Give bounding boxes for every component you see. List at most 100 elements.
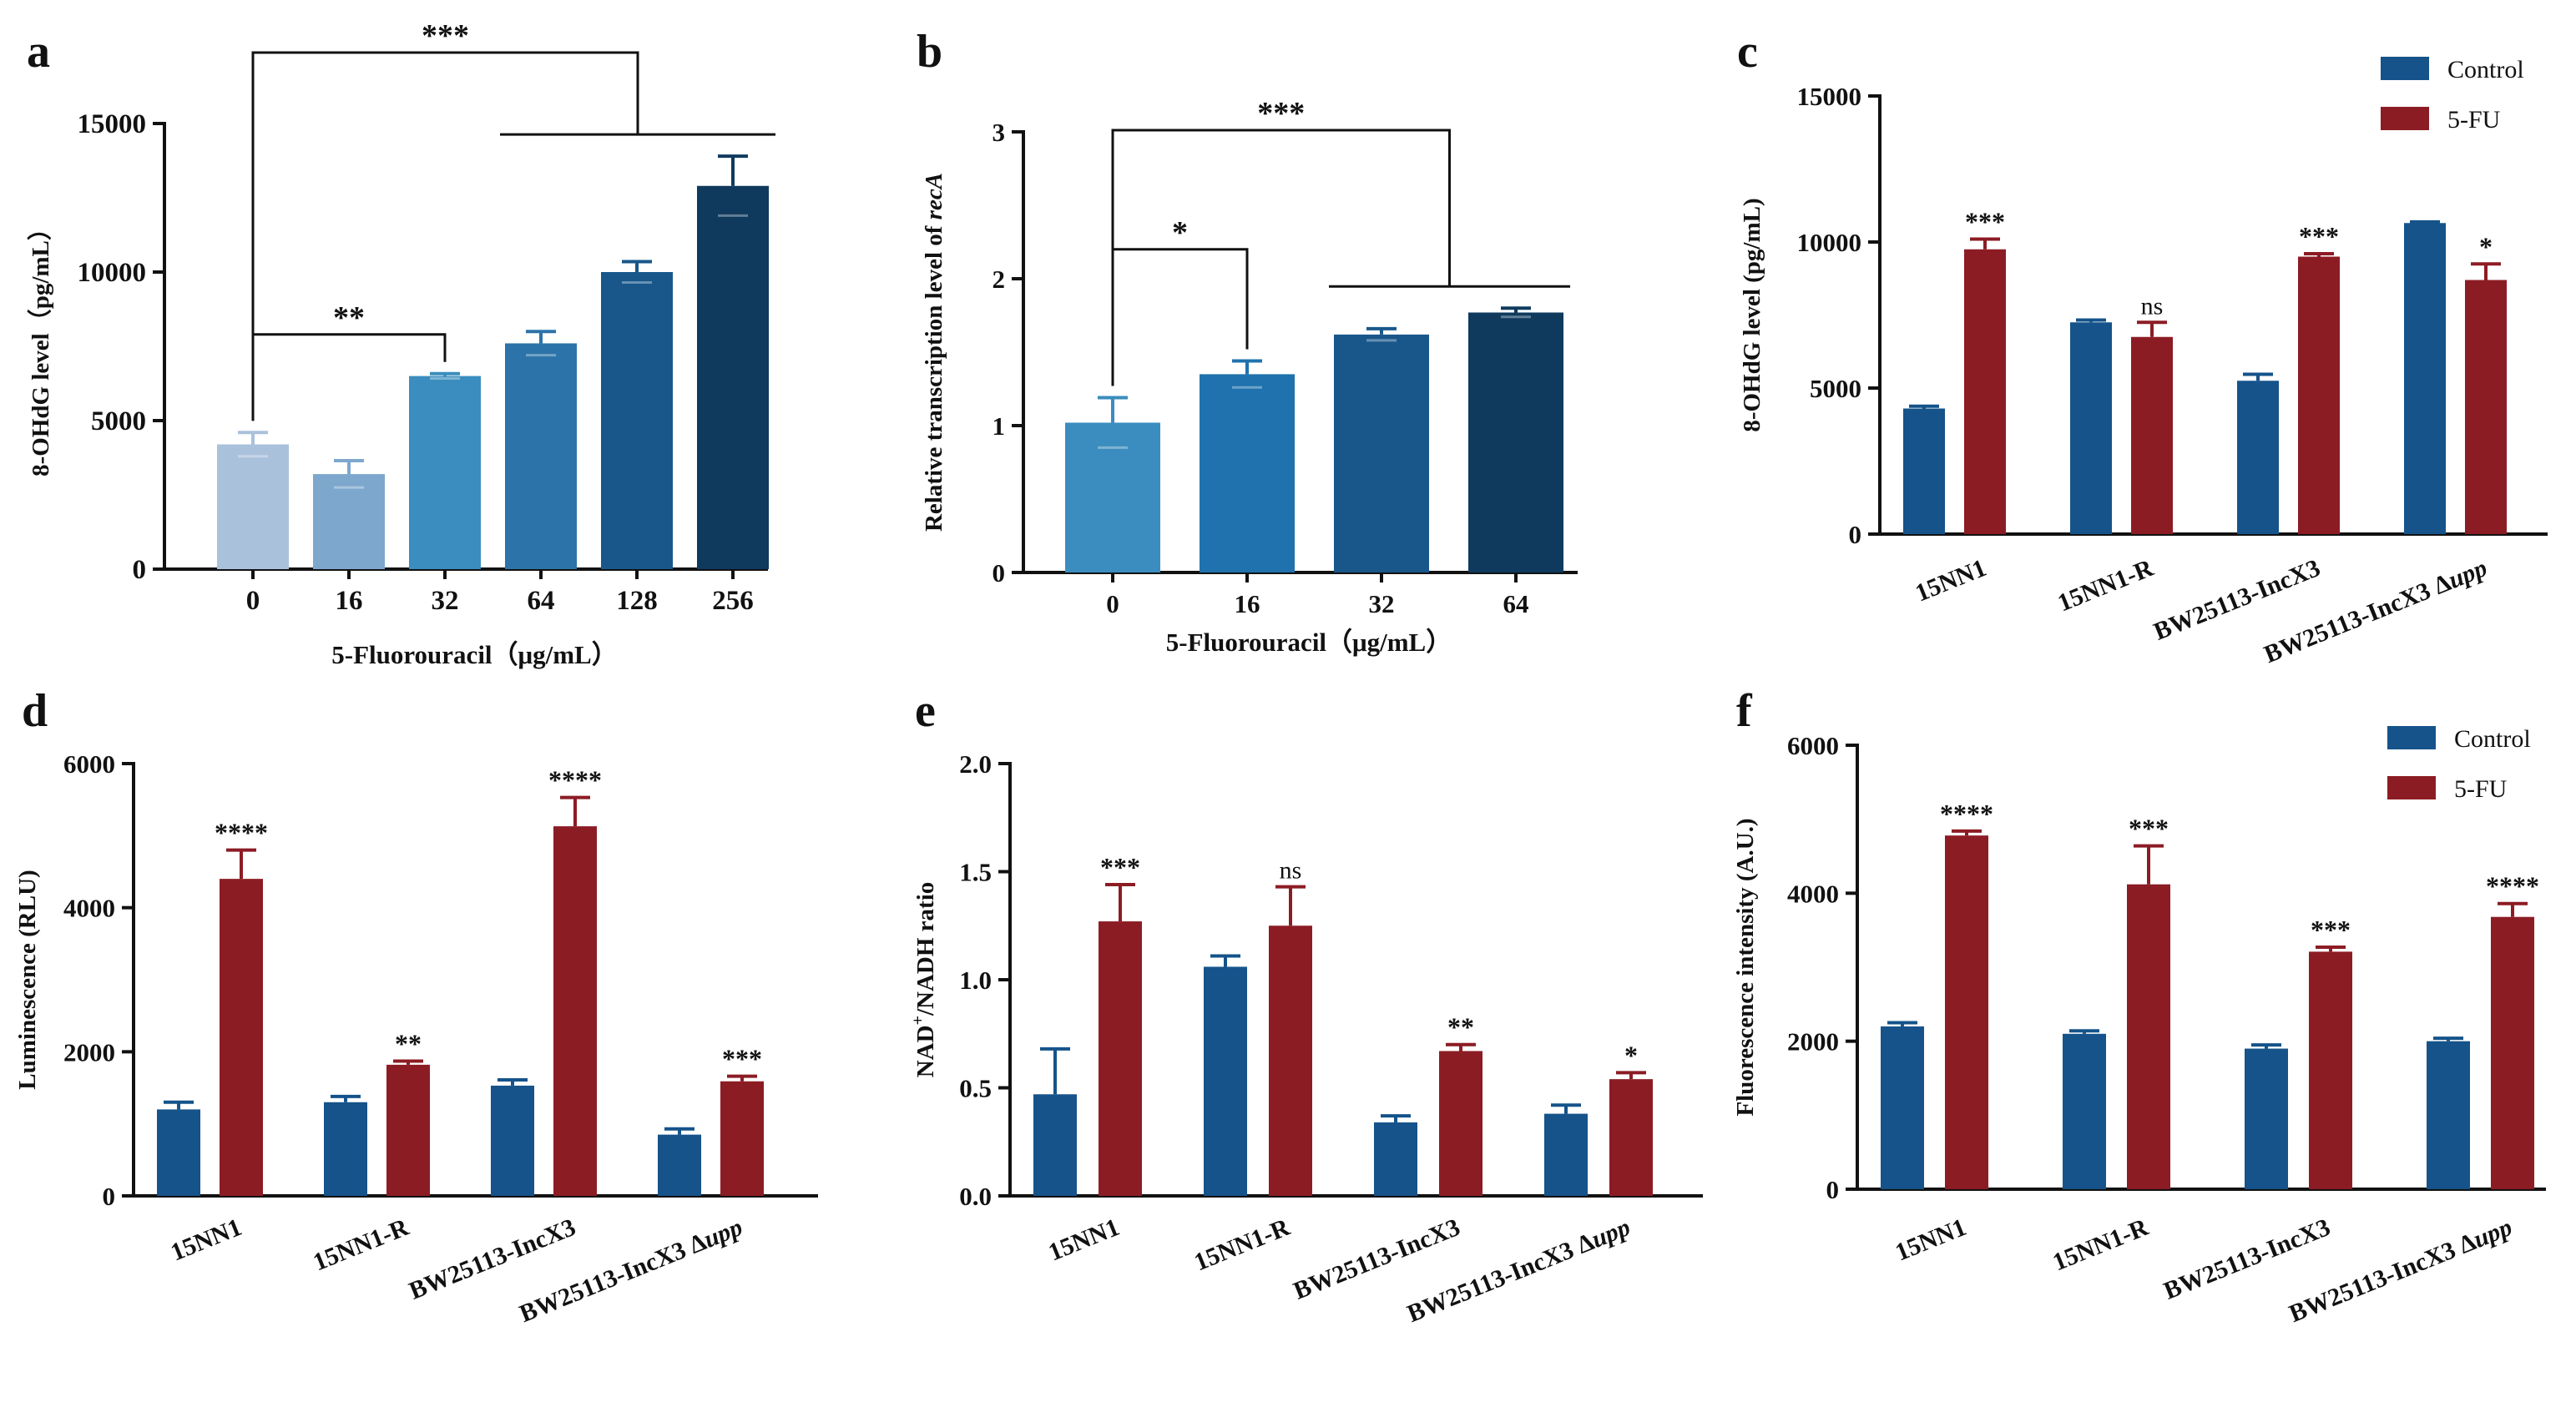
bar-fu: [2298, 256, 2340, 534]
y-tick-label: 5000: [1810, 374, 1861, 403]
bar-control: [1033, 1094, 1077, 1196]
y-tick-label: 15000: [78, 109, 147, 139]
bar-fu: [720, 1081, 764, 1196]
y-axis-label-text: NAD: [912, 1025, 939, 1077]
bar-control: [1374, 1122, 1417, 1196]
y-tick-label: 1.5: [959, 858, 992, 887]
sig-label: **: [333, 300, 365, 335]
legend-swatch-control: [2387, 726, 2436, 749]
y-axis-label-gene: recA: [921, 173, 947, 219]
bar-fu: [1964, 249, 2006, 534]
y-axis-label-text: /NADH ratio: [912, 882, 939, 1016]
y-tick-label: 2000: [63, 1037, 115, 1067]
bar-control: [2404, 223, 2446, 534]
sig-label: ****: [548, 765, 602, 795]
x-category-label: 15NN1-R: [2053, 554, 2157, 618]
y-axis-label-text: Relative transcription level of: [921, 219, 947, 532]
panel-label-a: a: [27, 26, 50, 78]
y-tick-label: 0: [103, 1182, 116, 1211]
y-axis-label-sup: +: [909, 1016, 927, 1025]
bar-control: [2063, 1033, 2106, 1189]
x-category-label: 15NN1: [1892, 1213, 1970, 1267]
sig-label: *: [1172, 215, 1188, 250]
bar-16: [1200, 374, 1295, 572]
bar-64: [505, 343, 577, 569]
panel-label-f: f: [1736, 685, 1753, 737]
x-category-label: BW25113-IncX3: [2159, 1213, 2334, 1305]
panel-label-e: e: [915, 685, 936, 737]
bar-control: [324, 1102, 367, 1196]
sig-label: ***: [1100, 852, 1140, 882]
legend-label: 5-FU: [2454, 775, 2508, 803]
panel-b: b 0 1 2 3 Relative transcription level of rec…: [917, 26, 1578, 657]
y-axis-label: 8-OHdG level（pg/mL）: [27, 216, 54, 477]
bar-32: [409, 376, 481, 569]
bar-control: [157, 1109, 200, 1196]
sig-label: ***: [2129, 814, 2169, 844]
bar-control: [491, 1085, 534, 1196]
y-tick-label: 2000: [1787, 1027, 1839, 1057]
y-tick-label: 0.0: [959, 1182, 992, 1211]
bar-fu: [2465, 280, 2507, 534]
bar-fu: [2127, 884, 2170, 1189]
x-category-label: 15NN1-R: [1190, 1213, 1294, 1277]
y-tick-label: 1.0: [959, 966, 992, 995]
bar-fu: [1609, 1079, 1653, 1196]
sig-label: ***: [722, 1044, 762, 1074]
sig-label: ****: [215, 818, 268, 848]
x-tick-label: 16: [336, 586, 363, 616]
x-category-label: 15NN1: [1044, 1213, 1123, 1267]
sig-label: ***: [2311, 915, 2351, 945]
legend-label: 5-FU: [2447, 106, 2501, 134]
y-tick-label: 0.5: [959, 1074, 992, 1103]
sig-label: ns: [2141, 292, 2164, 320]
bar-control: [2237, 381, 2279, 534]
bar-fu: [1945, 835, 1988, 1189]
bar-16: [313, 474, 385, 569]
y-tick-label: 2.0: [959, 749, 992, 779]
y-axis-label: Luminescence (RLU): [14, 870, 41, 1089]
x-tick-label: 0: [1106, 589, 1119, 618]
x-category-label: 15NN1: [1912, 554, 1990, 608]
bar-control: [2070, 322, 2112, 534]
sig-label: ***: [1965, 207, 2005, 237]
x-tick-label: 16: [1235, 589, 1260, 618]
x-category-label: 15NN1-R: [2048, 1213, 2152, 1277]
sig-label: ****: [2486, 871, 2539, 901]
bar-fu: [2309, 951, 2352, 1189]
bar-256: [697, 185, 769, 569]
x-tick-label: 32: [1369, 589, 1395, 618]
sig-label: ****: [1940, 799, 1993, 829]
y-tick-label: 6000: [1787, 731, 1839, 760]
y-tick-label: 0: [1849, 520, 1862, 549]
panel-label-b: b: [917, 26, 942, 78]
bar-fu: [2491, 916, 2534, 1189]
x-tick-label: 0: [246, 586, 260, 616]
bar-32: [1334, 334, 1429, 572]
sig-bracket: [251, 51, 639, 421]
panel-c: c 0 5000 10000 15000 8-OHdG level (pg/mL) *** 1…: [1737, 26, 2548, 668]
x-axis-label: 5-Fluorouracil（μg/mL）: [331, 640, 617, 669]
x-tick-label: 64: [528, 586, 555, 616]
y-tick-label: 0: [133, 555, 147, 585]
y-tick-label: 5000: [91, 406, 146, 436]
bar-control: [658, 1134, 701, 1196]
bar-control: [1204, 966, 1247, 1196]
bar-fu: [1269, 925, 1312, 1196]
y-tick-label: 0: [1826, 1175, 1840, 1204]
y-tick-label: 0: [993, 558, 1006, 588]
y-tick-label: 2: [993, 265, 1006, 294]
bar-fu: [1439, 1051, 1482, 1196]
sig-label: **: [395, 1029, 422, 1059]
panel-label-c: c: [1737, 26, 1758, 78]
x-category-label: 15NN1: [167, 1213, 245, 1267]
bar-control: [1903, 408, 1945, 534]
y-tick-label: 15000: [1797, 82, 1862, 111]
panel-a: a 0 5000 10000 15000 8-OHdG level（pg/mL） 0 16 32…: [27, 18, 775, 669]
y-tick-label: 4000: [63, 894, 115, 923]
sig-label: **: [1447, 1012, 1474, 1042]
x-tick-label: 256: [712, 586, 754, 616]
legend-swatch-fu: [2387, 776, 2436, 799]
